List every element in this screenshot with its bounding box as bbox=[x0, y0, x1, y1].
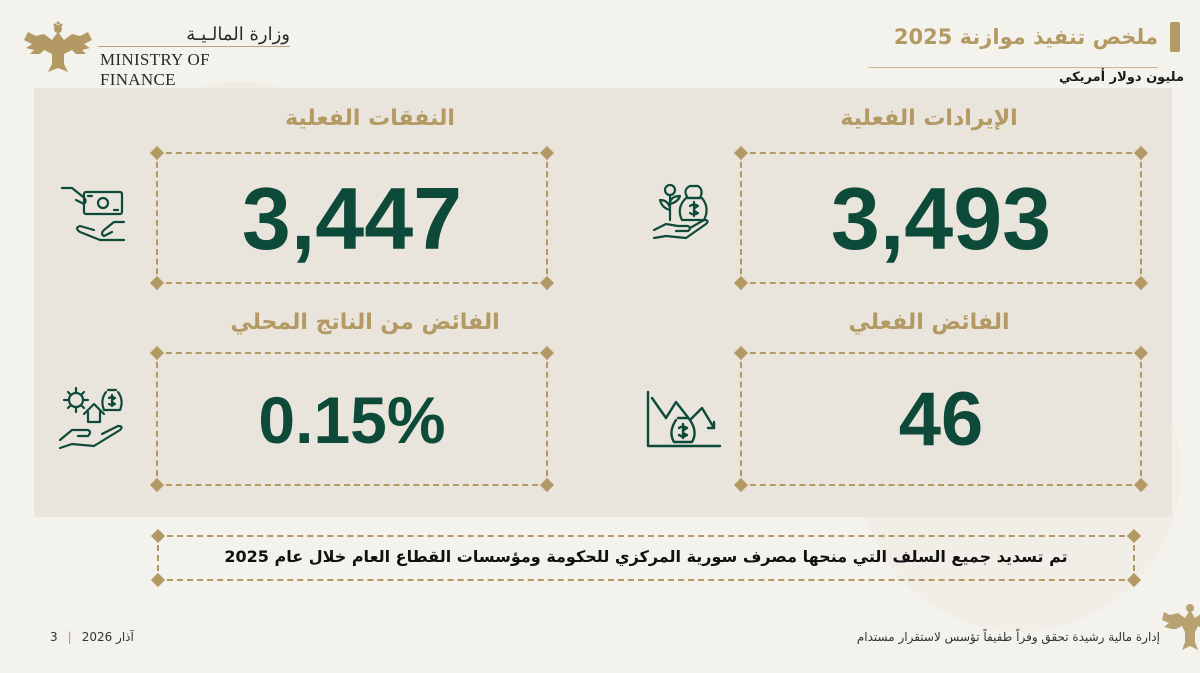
corner-diamond-icon bbox=[149, 145, 165, 161]
declining-chart-money-bag-icon bbox=[646, 390, 722, 448]
corner-diamond-icon bbox=[1133, 345, 1149, 361]
corner-diamond-icon bbox=[1126, 528, 1142, 544]
corner-diamond-icon bbox=[539, 345, 555, 361]
corner-diamond-icon bbox=[150, 572, 166, 588]
ministry-name-arabic: وزارة المالـيـة bbox=[186, 24, 290, 45]
surplus-card: 46 bbox=[733, 345, 1149, 493]
corner-diamond-icon bbox=[733, 275, 749, 291]
corner-eagle-icon bbox=[1162, 604, 1200, 650]
corner-diamond-icon bbox=[733, 345, 749, 361]
gear-house-money-hand-icon bbox=[58, 386, 123, 450]
expenditure-value: 3,447 bbox=[241, 169, 463, 268]
revenue-value: 3,493 bbox=[830, 169, 1052, 268]
money-bag-plant-hand-icon bbox=[652, 183, 709, 240]
ministry-name-english: MINISTRY OF FINANCE bbox=[100, 50, 210, 89]
expenditure-card: 3,447 bbox=[149, 145, 555, 291]
summary-panel: الإيرادات الفعلية 3,493 النفقات الفعلية … bbox=[34, 88, 1172, 517]
unit-label: مليون دولار أمريكي bbox=[1058, 70, 1184, 85]
corner-diamond-icon bbox=[1133, 145, 1149, 161]
expenditure-label: النفقات الفعلية bbox=[285, 106, 455, 131]
footer-tagline: إدارة مالية رشيدة تحقق وفراً طفيفاً تؤسس… bbox=[856, 630, 1160, 644]
footer-meta: 3 | آذار 2026 bbox=[50, 630, 134, 644]
corner-diamond-icon bbox=[149, 477, 165, 493]
surplus-gdp-label: الفائض من الناتج المحلي bbox=[230, 310, 500, 335]
repayment-note: تم تسديد جميع السلف التي منحها مصرف سوري… bbox=[224, 547, 1068, 566]
revenue-card: 3,493 bbox=[733, 145, 1149, 291]
corner-diamond-icon bbox=[149, 275, 165, 291]
footer-date: آذار 2026 bbox=[81, 630, 134, 644]
corner-diamond-icon bbox=[150, 528, 166, 544]
corner-diamond-icon bbox=[149, 345, 165, 361]
surplus-label: الفائض الفعلي bbox=[848, 310, 1010, 335]
corner-diamond-icon bbox=[1133, 477, 1149, 493]
page-title-block: ملخص تنفيذ موازنة 2025 bbox=[760, 20, 1180, 68]
repayment-note-box: تم تسديد جميع السلف التي منحها مصرف سوري… bbox=[150, 528, 1142, 588]
eagle-emblem-icon bbox=[24, 21, 92, 72]
page-title: ملخص تنفيذ موازنة 2025 bbox=[893, 25, 1158, 49]
corner-diamond-icon bbox=[733, 145, 749, 161]
page-number: 3 bbox=[50, 630, 58, 644]
ministry-logo: وزارة المالـيـة MINISTRY OF FINANCE bbox=[22, 20, 290, 89]
title-underline bbox=[868, 67, 1158, 68]
cash-hand-icon bbox=[60, 186, 126, 242]
corner-diamond-icon bbox=[733, 477, 749, 493]
corner-diamond-icon bbox=[539, 477, 555, 493]
corner-diamond-icon bbox=[1133, 275, 1149, 291]
surplus-gdp-value: 0.15% bbox=[258, 383, 446, 457]
corner-diamond-icon bbox=[1126, 572, 1142, 588]
revenue-label: الإيرادات الفعلية bbox=[840, 106, 1018, 131]
corner-diamond-icon bbox=[539, 275, 555, 291]
surplus-gdp-card: 0.15% bbox=[149, 345, 555, 493]
logo-divider bbox=[98, 46, 290, 47]
corner-diamond-icon bbox=[539, 145, 555, 161]
title-accent-bar bbox=[1170, 22, 1180, 52]
surplus-value: 46 bbox=[898, 377, 984, 462]
